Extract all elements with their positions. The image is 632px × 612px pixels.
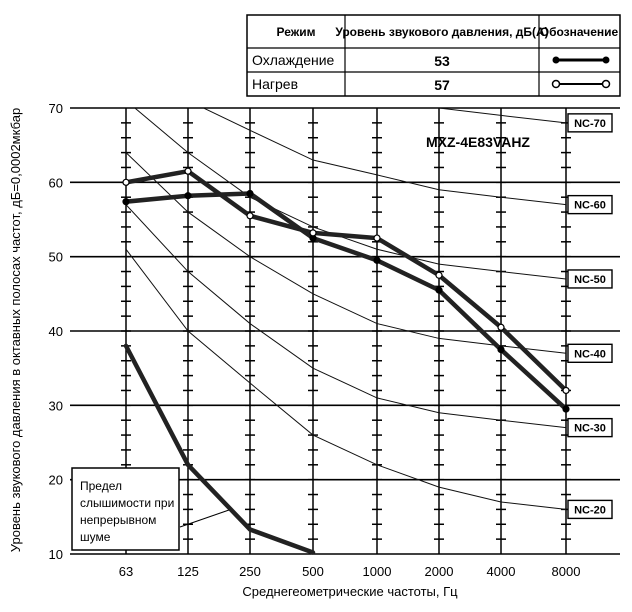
- nc-label-box: [567, 269, 613, 289]
- legend-header-level: Уровень звукового давления, дБ(А): [335, 25, 548, 39]
- x-tick-label: 500: [302, 564, 324, 579]
- x-tick-label: 8000: [552, 564, 581, 579]
- nc-curves: [125, 108, 567, 510]
- series-point: [246, 212, 254, 220]
- audibility-annotation: Предел слышимости при непрерывном шуме: [71, 467, 230, 551]
- y-tick-label: 40: [49, 324, 63, 339]
- nc-label: NC-20: [574, 504, 606, 516]
- series-point: [373, 234, 381, 242]
- series-point: [497, 323, 505, 331]
- legend-header-mode: Режим: [277, 25, 316, 39]
- nc-curve: [434, 108, 567, 124]
- nc-curve: [125, 152, 567, 354]
- nc-label-box: [567, 113, 613, 133]
- series-point: [246, 189, 254, 198]
- legend-row-mode: Нагрев: [252, 76, 298, 92]
- nc-label: NC-70: [574, 118, 606, 130]
- x-tick-label: 2000: [425, 564, 454, 579]
- y-tick-label: 30: [49, 398, 63, 413]
- series-point: [562, 386, 570, 395]
- x-tick-label: 1000: [363, 564, 392, 579]
- legend-row-level: 57: [434, 77, 450, 93]
- y-tick-label: 60: [49, 175, 63, 190]
- y-tick-label: 10: [49, 547, 63, 562]
- nc-curve: [125, 204, 567, 429]
- chart-title: MXZ-4E83VAHZ: [426, 134, 530, 150]
- nc-label: NC-50: [574, 274, 606, 286]
- series-point: [184, 192, 192, 200]
- x-axis-title: Среднегеометрические частоты, Гц: [242, 584, 458, 599]
- series-point: [562, 405, 570, 413]
- nc-label: NC-40: [574, 348, 606, 360]
- series-point: [122, 198, 130, 206]
- y-tick-label: 20: [49, 473, 63, 488]
- legend-row-level: 53: [434, 53, 450, 69]
- nc-label: NC-30: [574, 423, 606, 435]
- x-tick-label: 63: [119, 564, 133, 579]
- series-line: [123, 168, 569, 393]
- series-point: [309, 229, 317, 237]
- legend-symbol-open: [551, 79, 611, 89]
- annotation-line: шуме: [80, 530, 111, 544]
- nc-curve: [134, 108, 567, 280]
- annotation-line: Предел: [80, 479, 122, 493]
- annotation-line: непрерывном: [80, 513, 156, 527]
- nc-label: NC-60: [574, 200, 606, 212]
- annotation-line: слышимости при: [80, 496, 174, 510]
- series-point: [373, 256, 381, 264]
- nc-curve: [125, 248, 567, 510]
- series-line: [123, 191, 569, 412]
- y-tick-label: 50: [49, 250, 63, 265]
- annotation-pointer: [179, 509, 230, 528]
- nc-label-box: [567, 417, 613, 438]
- x-tick-label: 250: [239, 564, 261, 579]
- plot-area: 10 20 30 40 50 60 70 63 125 250 500 1000 2000 4000 800…: [49, 101, 620, 579]
- series-line: [123, 343, 316, 555]
- series-point: [184, 167, 192, 175]
- legend-table: Режим Уровень звукового давления, дБ(А) …: [246, 14, 621, 97]
- nc-label-box: [567, 194, 613, 215]
- legend-symbol-filled: [552, 56, 610, 64]
- y-tick-label: 70: [49, 101, 63, 116]
- x-tick-label: 125: [177, 564, 199, 579]
- legend-row-mode: Охлаждение: [252, 52, 335, 68]
- nc-label-box: [567, 343, 613, 363]
- series-point: [122, 178, 130, 186]
- series-point: [435, 271, 443, 279]
- legend-header-symbol: Обозначение: [540, 25, 619, 39]
- y-axis-title: Уровень звукового давления в октавных по…: [8, 108, 23, 552]
- series-point: [435, 286, 443, 294]
- series-point: [497, 345, 505, 354]
- nc-label-box: [567, 499, 613, 520]
- nc-curve: [202, 108, 567, 206]
- x-tick-label: 4000: [487, 564, 516, 579]
